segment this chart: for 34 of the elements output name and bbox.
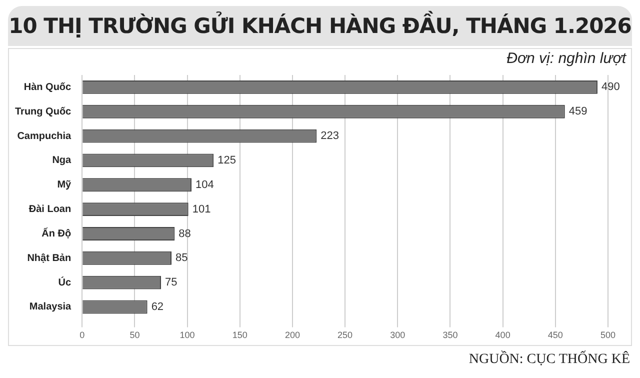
y-tick-label: Hàn Quốc <box>24 82 72 93</box>
x-tick-label: 0 <box>80 330 85 340</box>
y-tick-label: Mỹ <box>57 180 72 191</box>
y-tick-label: Campuchia <box>17 130 72 142</box>
text: NGUỒN: CỤC THỐNG KÊ <box>468 352 630 368</box>
text: Đơn vị: nghìn lượt <box>506 50 626 67</box>
x-tick-label: 250 <box>338 330 353 340</box>
x-tick-label: 150 <box>232 330 248 340</box>
x-tick-label: 300 <box>390 330 406 340</box>
data-label: 125 <box>218 154 236 166</box>
x-tick-label: 50 <box>130 330 140 340</box>
data-label: 223 <box>320 130 340 142</box>
chart-title: 10 THỊ TRƯỜNG GỬI KHÁCH HÀNG ĐẦU, THÁNG 1.2026 <box>8 6 632 46</box>
data-label: 101 <box>192 203 211 216</box>
x-tick-label: 450 <box>548 330 563 340</box>
data-label: 88 <box>178 228 191 240</box>
data-label: 459 <box>568 106 588 118</box>
data-label: 85 <box>176 252 188 264</box>
x-tick-label: 400 <box>495 330 510 340</box>
y-tick-label: Trung Quốc <box>15 106 72 118</box>
y-tick-label: Malaysia <box>29 302 72 313</box>
y-tick-label: Đài Loan <box>28 204 72 216</box>
x-tick-label: 100 <box>180 330 195 340</box>
data-label: 75 <box>164 276 178 289</box>
x-tick-label: 500 <box>600 330 616 340</box>
x-tick-label: 200 <box>284 330 300 340</box>
data-label: 104 <box>195 178 214 191</box>
y-tick-label: Úc <box>58 276 72 288</box>
y-tick-label: Nga <box>52 155 72 166</box>
data-label: 490 <box>601 81 620 94</box>
data-label: 62 <box>151 301 164 314</box>
y-tick-label: Nhật Bản <box>27 252 72 264</box>
x-tick-label: 350 <box>442 330 458 340</box>
y-tick-label: Ấn Độ <box>42 227 72 240</box>
